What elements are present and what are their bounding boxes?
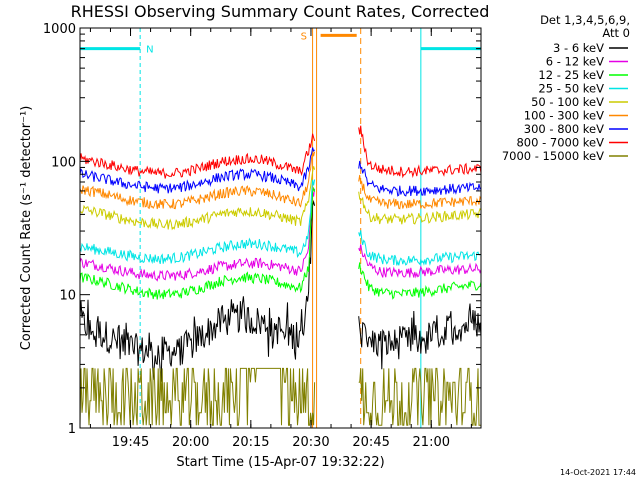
x-tick-label: 21:00 [413, 435, 450, 450]
x-tick-label: 20:45 [352, 435, 389, 450]
y-axis-label: Corrected Count Rate (s⁻¹ detector⁻¹) [19, 106, 34, 351]
series-line-post [358, 230, 482, 266]
legend-entry-label: 800 - 7000 keV [516, 136, 604, 150]
series-line-post [358, 125, 482, 179]
legend-entry-label: 3 - 6 keV [553, 41, 604, 55]
y-tick-label: 1000 [43, 22, 76, 37]
footer-date: 14-Oct-2021 17:44 [560, 468, 636, 477]
series-line-post [358, 174, 482, 210]
series-line-pre [79, 188, 316, 282]
series-line-post [358, 367, 481, 426]
series-line-post [358, 160, 482, 197]
series-line-post [358, 262, 482, 300]
s-flag-label: S [301, 31, 307, 42]
series-line-post [358, 191, 482, 225]
x-tick-label: 19:45 [112, 435, 149, 450]
series-line-pre [79, 186, 316, 300]
x-tick-label: 20:00 [172, 435, 209, 450]
x-tick-label: 20:15 [232, 435, 269, 450]
series-line-pre [79, 179, 316, 265]
legend-header-line2: Att 0 [602, 26, 630, 40]
legend-entry-label: 50 - 100 keV [531, 95, 604, 109]
series-line-pre [79, 166, 316, 231]
legend-entry-label: 25 - 50 keV [538, 82, 604, 96]
series-line-post [358, 244, 482, 279]
x-tick-label: 20:30 [292, 435, 329, 450]
series-line-pre [79, 199, 316, 382]
series-line-pre [79, 147, 315, 194]
series-line-pre [79, 150, 316, 210]
legend-entry-label: 100 - 300 keV [524, 109, 604, 123]
chart-title: RHESSI Observing Summary Count Rates, Co… [71, 2, 490, 21]
series-line-pre [79, 133, 316, 179]
y-tick-label: 1 [68, 422, 76, 437]
legend-entry-label: 6 - 12 keV [546, 55, 604, 69]
x-axis-label: Start Time (15-Apr-07 19:32:22) [176, 455, 384, 470]
legend-header-line1: Det 1,3,4,5,6,9, [540, 13, 630, 27]
legend-entry-label: 7000 - 15000 keV [502, 149, 604, 163]
legend-entry-label: 300 - 800 keV [524, 122, 604, 136]
n-flag-label: N [146, 45, 153, 56]
legend-entry-label: 12 - 25 keV [538, 68, 604, 82]
series-line-pre [79, 367, 316, 426]
series-line-post [358, 303, 482, 370]
plot-frame [79, 27, 482, 429]
y-tick-label: 10 [59, 289, 76, 304]
y-tick-label: 100 [51, 155, 76, 170]
